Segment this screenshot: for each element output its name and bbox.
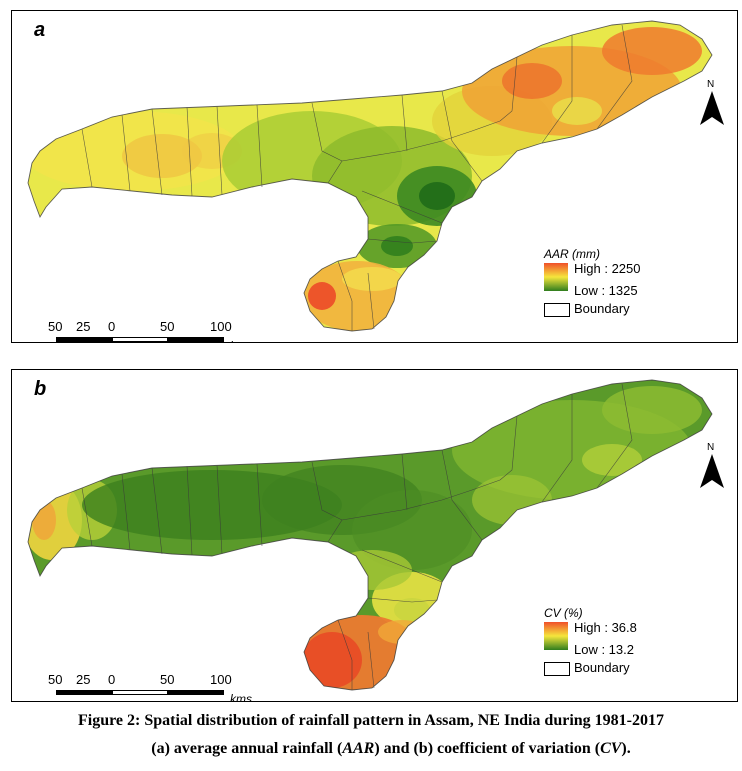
legend-title-b: CV (%) [544, 606, 583, 620]
figure-caption-line2: (a) average annual rainfall (AAR) and (b… [0, 740, 742, 758]
scale-tick-label: 25 [76, 319, 91, 334]
scale-tick-label: 50 [48, 672, 63, 687]
scale-tick-label: 50 [160, 319, 175, 334]
legend-boundary-b: Boundary [574, 660, 630, 675]
scale-tick-label: 0 [108, 672, 116, 687]
panel-letter-a: a [34, 19, 46, 41]
legend-title-a: AAR (mm) [544, 247, 600, 261]
caption-part: ) and (b) coefficient of variation ( [374, 740, 601, 757]
caption-aar: AAR [342, 740, 375, 757]
legend-high-a: High : 2250 [574, 261, 641, 276]
cv-rainfall-map [27, 379, 713, 691]
legend-boundary-swatch-a [544, 303, 570, 317]
north-arrow-a: N [698, 79, 728, 129]
scale-segment [168, 337, 224, 342]
scale-tick-label: 100 [210, 319, 232, 334]
scale-tick-label: 0 [108, 319, 116, 334]
scale-segment [56, 690, 84, 695]
figure-caption-line1: Figure 2: Spatial distribution of rainfa… [78, 712, 664, 729]
scale-segment [56, 337, 84, 342]
scale-segment [112, 337, 168, 342]
legend-high-b: High : 36.8 [574, 620, 637, 635]
scale-bar-a: 50 25 0 50 100 kms [48, 319, 288, 342]
legend-boundary-swatch-b [544, 662, 570, 676]
scale-segment [84, 337, 112, 342]
legend-b: CV (%) High : 36.8 Low : 13.2 Boundary [542, 606, 722, 686]
north-arrow-icon [700, 91, 724, 125]
caption-cv: CV [600, 740, 622, 757]
scale-segment [112, 690, 168, 695]
scale-units-b: kms [230, 692, 252, 702]
legend-boundary-a: Boundary [574, 301, 630, 316]
north-arrow-b: N [698, 442, 728, 492]
scale-units-a: kms [230, 339, 252, 342]
scale-segment [84, 690, 112, 695]
map-panel-a: a [11, 10, 738, 343]
caption-part: ). [621, 740, 631, 757]
scale-tick-label: 100 [210, 672, 232, 687]
panel-letter-b: b [34, 378, 47, 400]
caption-part: (a) average annual rainfall ( [151, 740, 343, 757]
legend-color-ramp-b [544, 622, 568, 650]
map-panel-b: b [11, 369, 738, 702]
scale-tick-label: 25 [76, 672, 91, 687]
aar-rainfall-map [27, 20, 713, 332]
scale-bar-b: 50 25 0 50 100 kms [48, 672, 288, 702]
north-letter-a: N [707, 79, 715, 90]
scale-tick-label: 50 [48, 319, 63, 334]
legend-low-a: Low : 1325 [574, 283, 638, 298]
legend-low-b: Low : 13.2 [574, 642, 634, 657]
north-arrow-icon [700, 454, 724, 488]
scale-segment [168, 690, 224, 695]
scale-tick-label: 50 [160, 672, 175, 687]
legend-a: AAR (mm) High : 2250 Low : 1325 Boundary [542, 247, 722, 327]
legend-color-ramp-a [544, 263, 568, 291]
north-letter-b: N [707, 442, 715, 453]
